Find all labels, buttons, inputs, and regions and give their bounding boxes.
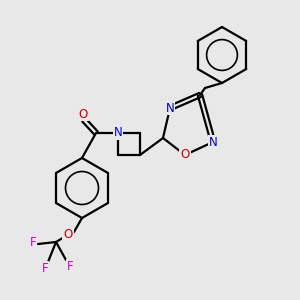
Text: N: N	[114, 127, 122, 140]
Text: O: O	[78, 107, 88, 121]
Text: N: N	[208, 136, 217, 148]
Text: F: F	[42, 262, 48, 275]
Text: O: O	[180, 148, 190, 161]
Text: O: O	[63, 227, 73, 241]
Text: F: F	[30, 236, 36, 250]
Text: N: N	[166, 101, 174, 115]
Text: F: F	[67, 260, 73, 272]
